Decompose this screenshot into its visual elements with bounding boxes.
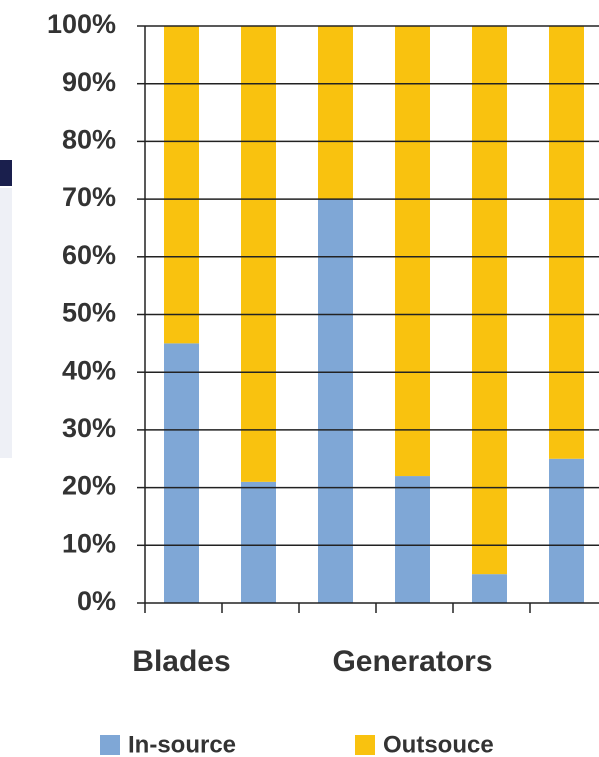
x-category-label: Generators xyxy=(332,645,492,678)
bar-segment xyxy=(395,476,430,603)
bar-segment xyxy=(472,26,507,575)
bar-segment xyxy=(395,26,430,477)
bar-segment xyxy=(318,26,353,200)
y-tick-label: 80% xyxy=(62,125,116,155)
background-fragment xyxy=(0,160,12,186)
bar-segment xyxy=(164,26,199,344)
bar-segment xyxy=(241,26,276,482)
legend-label: Outsouce xyxy=(383,731,494,757)
x-category-label: Blades xyxy=(132,645,230,678)
y-tick-label: 60% xyxy=(62,240,116,270)
y-tick-label: 70% xyxy=(62,182,116,212)
bar-segment xyxy=(318,199,353,603)
y-tick-label: 40% xyxy=(62,355,116,385)
y-tick-label: 100% xyxy=(47,9,116,39)
bar-segment xyxy=(472,574,507,603)
legend-swatch xyxy=(355,735,375,755)
y-tick-label: 10% xyxy=(62,528,116,558)
y-tick-label: 90% xyxy=(62,67,116,97)
y-tick-label: 50% xyxy=(62,298,116,328)
bar-segment xyxy=(549,458,584,603)
bar-segment xyxy=(549,26,584,459)
y-tick-label: 0% xyxy=(77,586,116,616)
bar-segment xyxy=(164,343,199,603)
bar-segment xyxy=(241,481,276,603)
background-fragment xyxy=(0,188,12,458)
y-tick-label: 20% xyxy=(62,471,116,501)
legend-swatch xyxy=(100,735,120,755)
legend-label: In-source xyxy=(128,731,236,757)
y-tick-label: 30% xyxy=(62,413,116,443)
